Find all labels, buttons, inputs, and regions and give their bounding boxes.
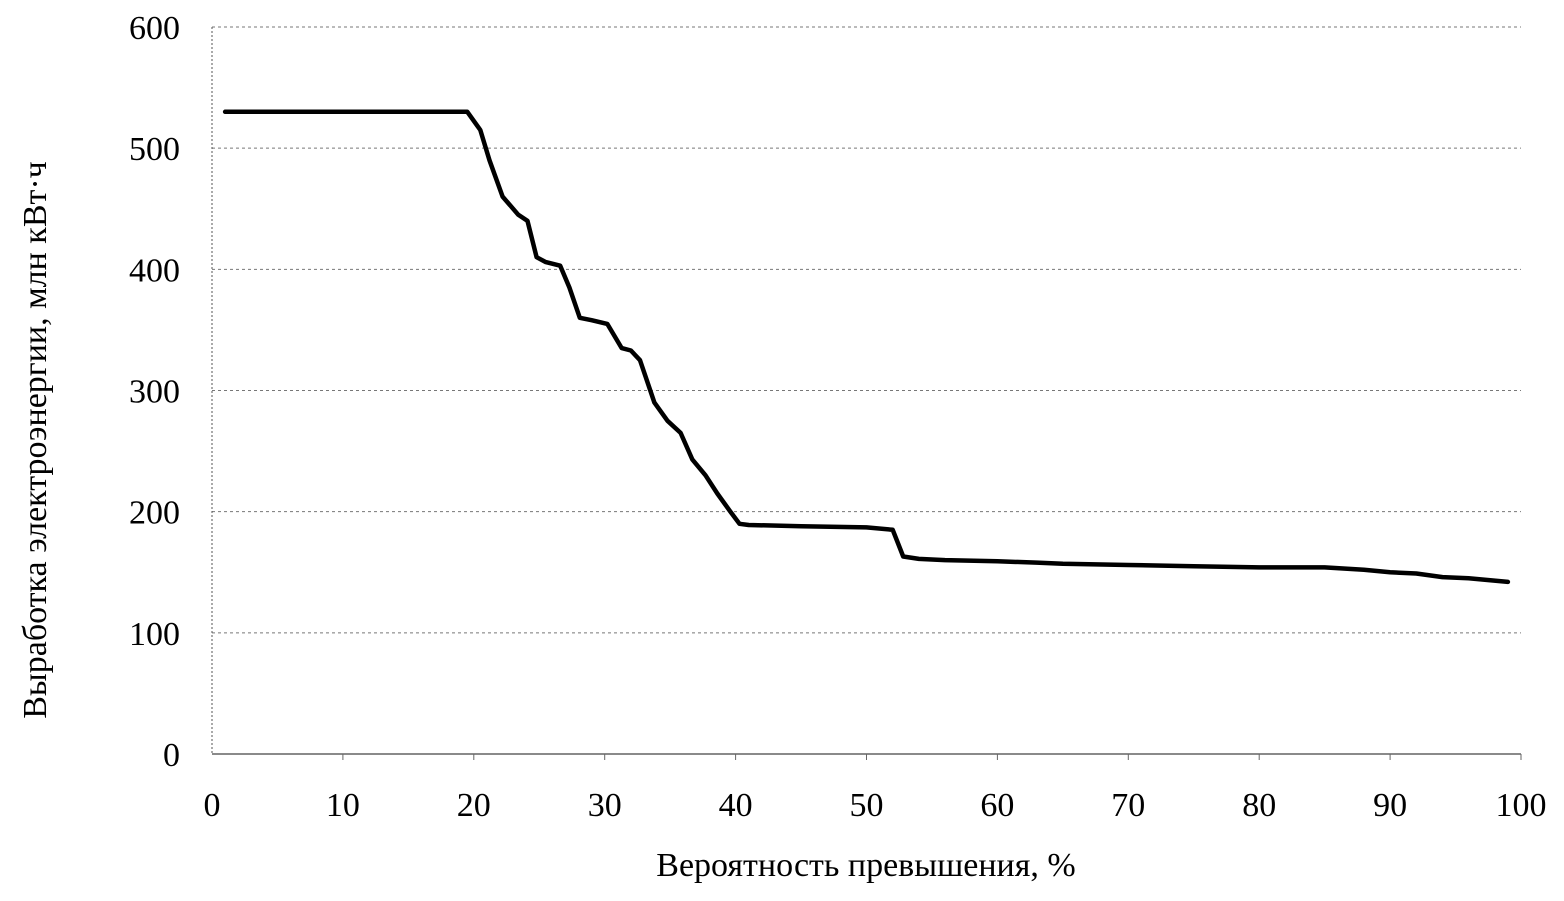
x-tick-label: 10	[326, 787, 360, 824]
x-tick-label: 90	[1373, 787, 1407, 824]
y-tick-label: 500	[129, 131, 180, 168]
x-tick-label: 80	[1242, 787, 1276, 824]
gridlines	[212, 26, 1521, 634]
y-tick-label: 400	[129, 252, 180, 289]
y-tick-label: 100	[129, 616, 180, 653]
x-tick-label: 30	[588, 787, 622, 824]
x-tick-label: 60	[980, 787, 1014, 824]
y-tick-label: 0	[163, 737, 180, 774]
y-axis-title: Выработка электроэнергии, млн кВт·ч	[17, 161, 54, 719]
x-tick-label: 20	[457, 787, 491, 824]
x-tick-label: 70	[1111, 787, 1145, 824]
series-line	[222, 109, 1511, 585]
y-tick-label: 200	[129, 495, 180, 532]
x-axis-title: Вероятность превышения, %	[656, 847, 1075, 884]
y-tick-labels: 0 100 200 300 400 500 600	[129, 10, 180, 774]
x-tick-label: 40	[719, 787, 753, 824]
x-tick-label: 0	[204, 787, 221, 824]
x-tick-labels: 0 10 20 30 40 50 60 70 80 90 100	[204, 754, 1547, 824]
y-tick-label: 300	[129, 374, 180, 411]
x-tick-label: 50	[850, 787, 884, 824]
x-tick-label: 100	[1496, 787, 1547, 824]
y-tick-label: 600	[129, 10, 180, 47]
